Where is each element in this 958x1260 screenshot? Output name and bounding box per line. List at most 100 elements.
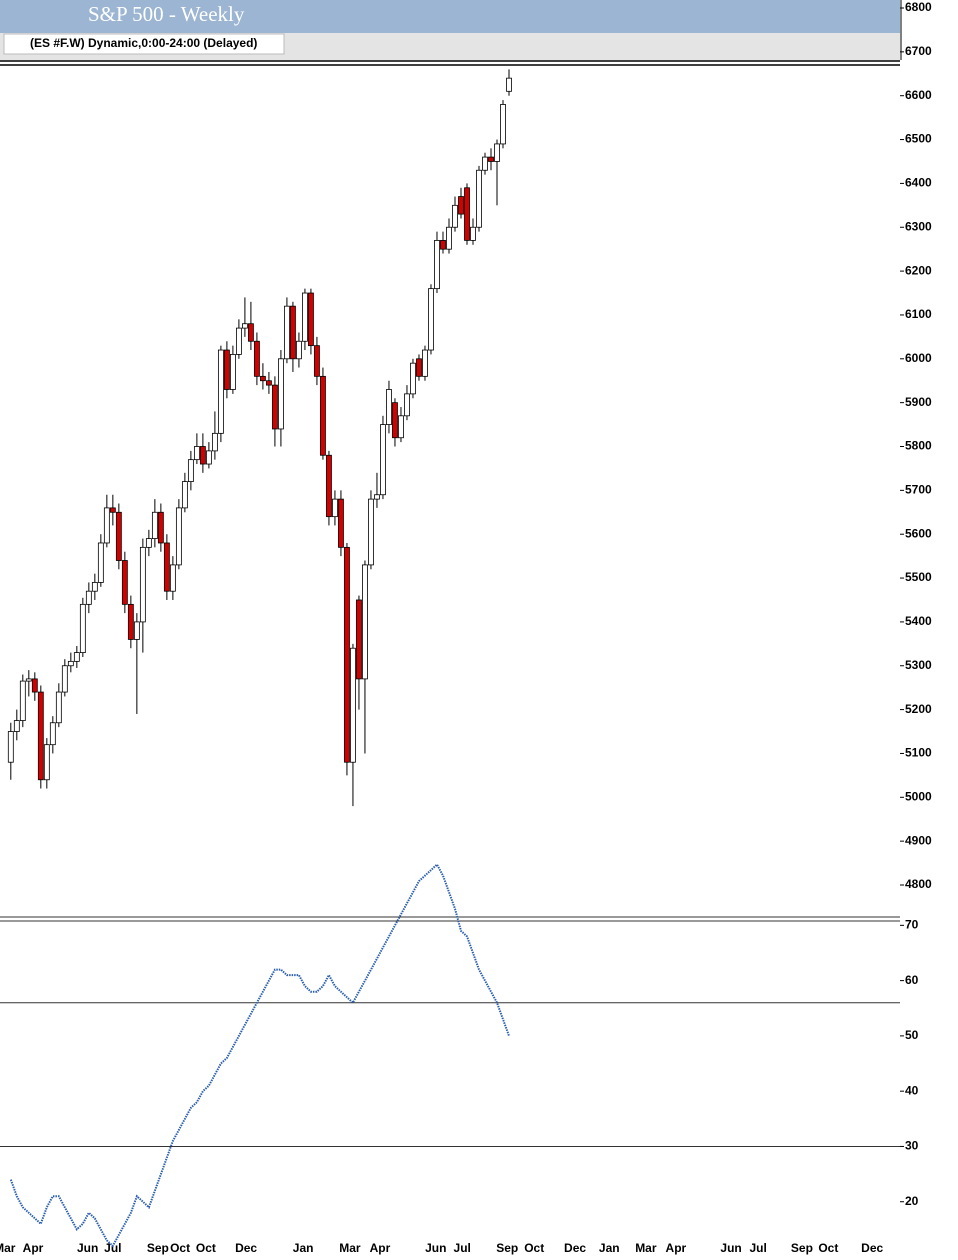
x-tick-label: Mar: [635, 1241, 657, 1255]
x-tick-label: Sep: [147, 1241, 169, 1255]
y-tick-label: 6600: [905, 88, 932, 102]
candle-body: [229, 354, 236, 390]
indicator-line: [9, 862, 510, 1248]
candle-body: [434, 240, 440, 290]
x-tick-label: Apr: [370, 1241, 391, 1255]
candle-body: [368, 498, 374, 566]
candle-body: [205, 450, 212, 465]
candle-body: [332, 498, 338, 518]
candle-body: [296, 340, 302, 360]
header-bar: [0, 0, 900, 33]
candle-body: [488, 156, 494, 162]
x-tick-label: Jan: [293, 1241, 314, 1255]
candle-body: [49, 722, 56, 746]
candle-body: [506, 77, 512, 92]
candle-body: [470, 226, 476, 241]
y-tick-label: 5400: [905, 614, 932, 628]
candle-body: [476, 169, 482, 228]
x-tick-label: Oct: [818, 1241, 838, 1255]
candle-body: [344, 546, 350, 763]
y2-tick-label: 20: [905, 1194, 919, 1208]
candle-body: [500, 104, 506, 145]
y-tick-label: 6400: [905, 176, 932, 190]
candle-body: [151, 511, 158, 539]
y2-tick-label: 60: [905, 973, 919, 987]
candle-body: [314, 345, 320, 377]
x-tick-label: Mar: [339, 1241, 361, 1255]
y2-tick-label: 50: [905, 1028, 919, 1042]
x-tick-label: Oct: [170, 1241, 190, 1255]
subtitle-box: [3, 33, 285, 55]
candle-body: [416, 358, 422, 377]
x-tick-label: Sep: [791, 1241, 813, 1255]
candle-body: [103, 507, 110, 544]
candle-body: [440, 240, 446, 250]
candle-body: [67, 660, 74, 667]
candle-body: [115, 511, 122, 561]
candle-body: [127, 603, 134, 640]
y-tick-label: 6000: [905, 351, 932, 365]
candle-body: [13, 720, 20, 732]
candle-body: [97, 542, 104, 583]
candle-body: [260, 375, 266, 382]
candle-body: [31, 678, 38, 693]
x-tick-label: Apr: [666, 1241, 687, 1255]
candle-body: [235, 327, 242, 355]
candle-body: [380, 424, 386, 496]
candle-body: [175, 507, 182, 566]
y-tick-label: 5100: [905, 746, 932, 760]
candle-body: [266, 380, 272, 386]
x-tick-label: Jul: [749, 1241, 766, 1255]
candle-body: [121, 560, 128, 605]
candle-body: [7, 731, 14, 763]
y2-tick-label: 30: [905, 1139, 919, 1153]
y-tick-label: 6700: [905, 44, 932, 58]
candle-body: [320, 375, 326, 456]
candle-body: [109, 507, 116, 513]
candle-body: [55, 691, 62, 724]
candle-body: [43, 744, 50, 781]
candle-body: [278, 358, 284, 430]
candle-body: [392, 402, 398, 439]
x-tick-label: Sep: [496, 1241, 518, 1255]
candle-body: [482, 156, 488, 171]
candle-body: [410, 362, 416, 395]
x-tick-label: Jul: [454, 1241, 471, 1255]
x-tick-label: Jun: [77, 1241, 98, 1255]
candle-body: [139, 546, 146, 623]
candle-body: [302, 292, 308, 342]
x-tick-label: Jan: [599, 1241, 620, 1255]
candle-body: [211, 432, 218, 452]
candle-body: [157, 511, 164, 544]
candle-body: [187, 459, 194, 482]
candle-body: [446, 226, 452, 250]
y-tick-label: 5700: [905, 483, 932, 497]
candle-body: [290, 305, 296, 360]
y-tick-label: 6100: [905, 307, 932, 321]
y-tick-label: 6800: [905, 0, 932, 14]
candle-body: [386, 389, 392, 425]
candle-body: [308, 292, 314, 347]
x-tick-label: Oct: [196, 1241, 216, 1255]
candle-body: [73, 652, 80, 662]
y-tick-label: 5800: [905, 439, 932, 453]
candle-body: [133, 621, 140, 640]
x-tick-label: Apr: [23, 1241, 44, 1255]
y-tick-label: 6200: [905, 263, 932, 277]
y-tick-label: 5600: [905, 526, 932, 540]
x-tick-label: Oct: [524, 1241, 544, 1255]
candle-body: [145, 538, 152, 548]
candle-body: [284, 305, 290, 360]
candle-body: [272, 384, 278, 430]
candle-body: [326, 454, 332, 518]
candle-body: [404, 393, 410, 417]
x-tick-label: Jun: [720, 1241, 741, 1255]
y-tick-label: 5900: [905, 395, 932, 409]
candle-body: [19, 680, 26, 721]
y-tick-label: 6300: [905, 219, 932, 233]
candle-body: [458, 196, 464, 215]
y-tick-label: 6500: [905, 132, 932, 146]
subtitle: (ES #F.W) Dynamic,0:00-24:00 (Delayed): [30, 36, 257, 50]
y-tick-label: 5000: [905, 789, 932, 803]
candle-body: [356, 599, 362, 680]
